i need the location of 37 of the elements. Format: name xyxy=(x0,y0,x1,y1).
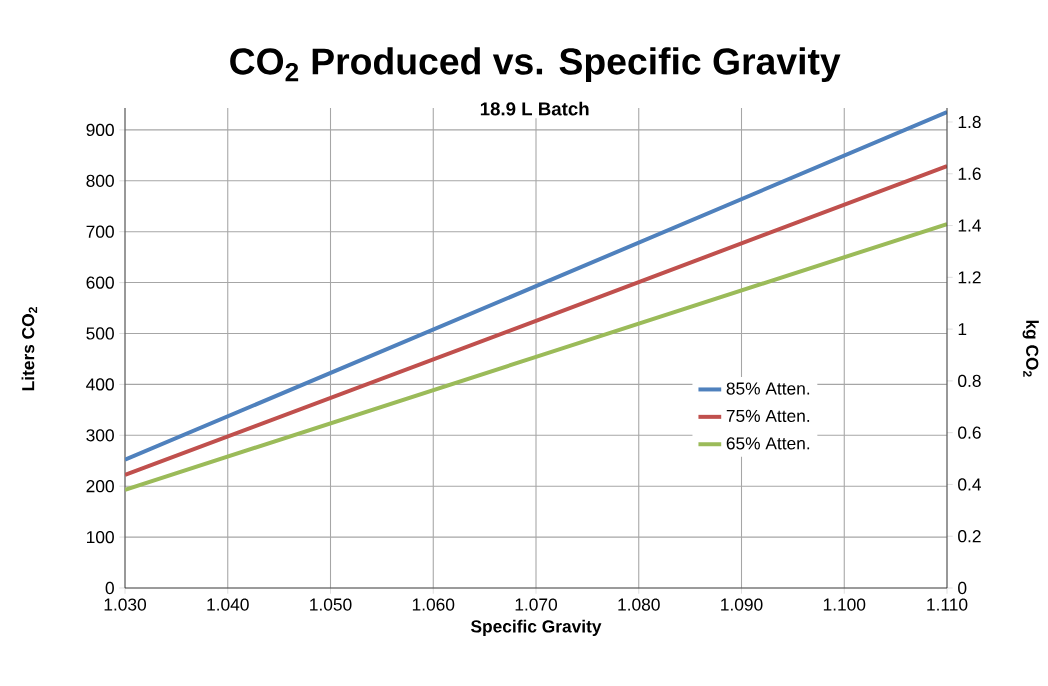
legend-label: 75% Atten. xyxy=(726,409,810,423)
x-tick-label: 1.080 xyxy=(618,598,660,611)
y-tick-label: 800 xyxy=(86,174,114,187)
y-tick-label: 0 xyxy=(105,581,114,595)
y2-tick-label: 0.2 xyxy=(958,530,981,543)
x-axis-title: Specific Gravity xyxy=(470,619,602,636)
y-tick-label: 300 xyxy=(86,429,114,442)
x-tick-label: 1.040 xyxy=(207,598,249,611)
legend-label: 85% Atten. xyxy=(726,382,810,395)
y2-axis-title: kg CO$_{2}$ xyxy=(1022,320,1039,377)
x-tick-label: 1.030 xyxy=(104,598,147,611)
y2-tick-label: 0 xyxy=(958,581,967,595)
x-tick-label: 1.090 xyxy=(721,598,763,611)
y2-tick-label: 0.6 xyxy=(958,426,981,439)
y-tick-label: 100 xyxy=(87,530,114,544)
x-tick-label: 1.060 xyxy=(412,598,455,611)
y2-tick-label: 0.8 xyxy=(958,374,981,388)
y-tick-label: 500 xyxy=(86,327,114,340)
chart-subtitle: 18.9 L Batch xyxy=(480,101,589,116)
legend-label: 65% Atten. xyxy=(726,437,810,450)
x-tick-label: 1.110 xyxy=(927,598,968,611)
y-tick-label: 400 xyxy=(86,378,114,391)
x-tick-label: 1.100 xyxy=(823,598,866,611)
y-tick-label: 600 xyxy=(86,276,114,289)
y-tick-label: 700 xyxy=(86,225,114,238)
y-tick-label: 200 xyxy=(86,480,114,493)
y2-tick-label: 1.6 xyxy=(958,167,981,180)
y2-tick-label: 1.8 xyxy=(958,115,981,129)
y2-tick-label: 1.4 xyxy=(958,219,982,232)
chart-title: CO$_{2}$ Produced vs. Specific Gravity xyxy=(230,47,841,83)
y-axis-title: Liters CO$_{2}$ xyxy=(21,307,38,391)
y2-tick-label: 1.2 xyxy=(958,271,981,284)
y2-tick-label: 0.4 xyxy=(958,478,982,491)
x-tick-label: 1.050 xyxy=(310,598,352,611)
x-tick-label: 1.070 xyxy=(515,598,558,611)
y-tick-label: 900 xyxy=(86,123,114,137)
y2-tick-label: 1 xyxy=(958,323,967,336)
